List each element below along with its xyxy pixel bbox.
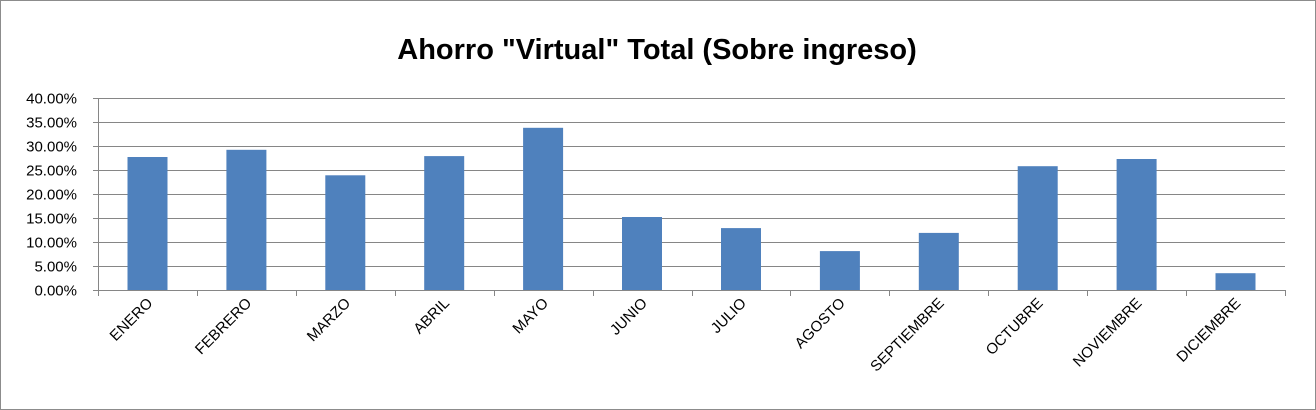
y-tick-label: 0.00% bbox=[34, 283, 77, 300]
x-tick-label: JULIO bbox=[708, 295, 750, 337]
x-tick-label: FEBRERO bbox=[192, 295, 255, 358]
x-tick-label: ABRIL bbox=[410, 295, 453, 338]
bar-febrero bbox=[226, 149, 267, 290]
x-tick-label: OCTUBRE bbox=[983, 295, 1047, 359]
bar-abril bbox=[424, 156, 465, 290]
y-tick-label: 25.00% bbox=[26, 163, 77, 180]
y-tick-label: 40.00% bbox=[26, 91, 77, 108]
x-tick-label: NOVIEMBRE bbox=[1070, 295, 1146, 371]
axes bbox=[93, 98, 1286, 296]
bar-enero bbox=[127, 157, 168, 290]
x-tick-label: JUNIO bbox=[607, 295, 651, 339]
x-tick-label: MARZO bbox=[304, 295, 354, 345]
bar-junio bbox=[622, 217, 662, 290]
bar-agosto bbox=[819, 251, 860, 290]
bar-julio bbox=[721, 228, 761, 290]
bar-marzo bbox=[325, 175, 366, 290]
y-tick-label: 30.00% bbox=[26, 139, 77, 156]
x-tick-label: ENERO bbox=[107, 295, 157, 345]
y-axis-tick-labels: 0.00% 5.00% 10.00% 15.00% 20.00% 25.00% 30.00%… bbox=[26, 91, 77, 300]
x-tick-label: DICIEMBRE bbox=[1173, 295, 1244, 366]
bar-diciembre bbox=[1215, 273, 1256, 290]
bar-octubre bbox=[1017, 166, 1058, 290]
bar-noviembre bbox=[1116, 159, 1157, 290]
y-tick-label: 10.00% bbox=[26, 235, 77, 252]
gridlines bbox=[98, 98, 1285, 267]
x-tick-label: AGOSTO bbox=[792, 295, 849, 352]
x-tick-label: MAYO bbox=[509, 295, 551, 337]
y-tick-label: 35.00% bbox=[26, 115, 77, 132]
bar-mayo bbox=[523, 127, 564, 290]
y-tick-label: 20.00% bbox=[26, 187, 77, 204]
x-tick-label: SEPTIEMBRE bbox=[867, 295, 947, 375]
bar-septiembre bbox=[918, 232, 959, 290]
x-axis-tick-labels: ENERO FEBRERO MARZO ABRIL MAYO JUNIO JULIO AGOS… bbox=[107, 295, 1245, 375]
bars bbox=[127, 127, 1256, 290]
y-tick-label: 15.00% bbox=[26, 211, 77, 228]
chart-title: Ahorro "Virtual" Total (Sobre ingreso) bbox=[397, 34, 916, 66]
y-tick-label: 5.00% bbox=[34, 259, 77, 276]
